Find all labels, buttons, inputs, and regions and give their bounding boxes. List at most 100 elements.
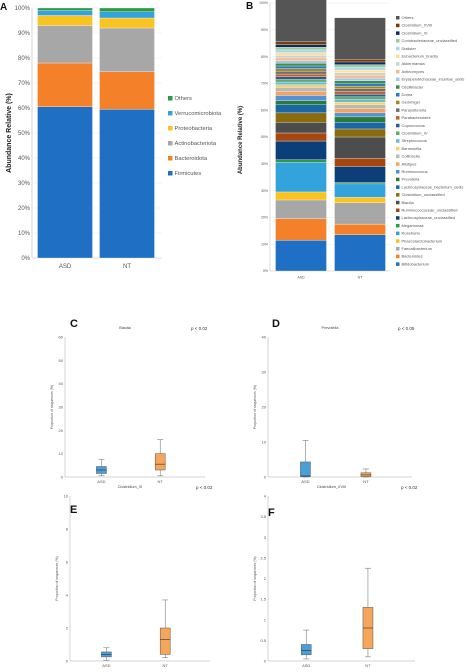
panel-b-bar-segment <box>275 81 327 85</box>
panel-b-bar-segment <box>275 47 327 51</box>
panel-a-y-tick-label: 10% <box>18 231 31 237</box>
panel-f-y-tick-label: 2.5 <box>260 555 266 560</box>
panel-b-bar-segment <box>334 197 386 203</box>
panel-b-legend-swatch <box>396 216 400 220</box>
panel-b-legend-label: Collinsella <box>402 154 421 159</box>
panel-b-bar-segment <box>275 104 327 114</box>
panel-a-legend-swatch <box>168 126 173 131</box>
panel-c-y-tick-label: 10 <box>59 451 64 456</box>
panel-a-legend-label: Actinobacteriota <box>175 141 217 147</box>
panel-b-legend-swatch <box>396 247 400 251</box>
panel-b-legend-swatch <box>396 116 400 120</box>
panel-b-bar-segment <box>275 49 327 53</box>
panel-b-bar-segment <box>334 69 386 73</box>
panel-e-x-tick-label: NT <box>163 663 169 667</box>
panel-e-y-tick-label: 8 <box>66 527 69 532</box>
panel-b-legend-swatch <box>396 139 400 143</box>
panel-f: F Clostridium_XVIII p < 0.02 Proportion of … <box>253 485 418 668</box>
panel-e-box-nt <box>159 627 171 655</box>
panel-b-legend-swatch <box>396 223 400 228</box>
panel-b-bar-segment <box>334 158 386 167</box>
panel-b-bar-segment <box>275 140 327 160</box>
panel-a-bar-segment <box>99 7 155 12</box>
panel-b-bar-segment <box>334 72 386 76</box>
panel-c-letter: C <box>70 318 78 330</box>
panel-a-y-tick-label: 40% <box>18 156 31 162</box>
panel-f-x-tick-label: NT <box>365 663 371 667</box>
panel-b-bar-segment <box>334 99 386 103</box>
panel-b-legend-label: Clostridium_unclassified <box>402 192 445 197</box>
panel-b-y-tick-label: 100% <box>259 1 268 5</box>
panel-b-bar-segment <box>334 234 386 272</box>
panel-b-bar-segment <box>334 223 386 235</box>
panel-b-bar-segment <box>334 116 386 123</box>
panel-a-y-tick-label: 100% <box>15 6 31 12</box>
panel-b-bar-segment <box>275 159 327 163</box>
panel-a-legend-swatch <box>168 171 173 176</box>
panel-b-legend-swatch <box>396 177 400 182</box>
panel-b-legend-swatch <box>396 108 400 112</box>
panel-b-bar-segment <box>275 55 327 59</box>
panel-b-legend-label: Roseburia <box>402 231 421 236</box>
panel-b-legend-label: Coprococcus <box>402 123 425 128</box>
panel-b-bar-segment <box>275 57 327 61</box>
panel-c-x-tick-label: ASD <box>97 479 105 484</box>
panel-d-p-value: p < 0.05 <box>398 326 415 331</box>
panel-b-bar-segment <box>334 64 386 68</box>
panel-f-x-tick-label: ASD <box>302 663 310 667</box>
panel-b-bar-segment <box>334 102 386 105</box>
panel-a-legend-swatch <box>168 156 173 161</box>
panel-c-x-tick-label: NT <box>158 479 164 484</box>
panel-c-p-value: p < 0.02 <box>191 326 208 331</box>
panel-b-bar-segment <box>275 63 327 67</box>
panel-b-bar-segment <box>275 218 327 241</box>
panel-b-letter: B <box>246 1 253 12</box>
panel-f-box-asd <box>300 644 312 656</box>
panel-a-bar-segment <box>37 15 93 26</box>
panel-b-bar-segment <box>334 17 386 60</box>
panel-b-legend-swatch <box>396 46 400 51</box>
panel-b-bar-segment <box>334 182 386 185</box>
panel-e-y-tick-label: 0 <box>66 659 69 664</box>
panel-b-bar-segment <box>334 96 386 100</box>
panel-a: A Abundance Relative (%) 0% 10% 20% 30% 40% 5… <box>0 2 222 270</box>
panel-b-bar-segment <box>275 68 327 72</box>
panel-b-legend-swatch <box>396 39 400 43</box>
panel-b-bar-segment <box>334 61 386 65</box>
panel-b-bar-segment <box>334 83 386 87</box>
panel-c-box-nt <box>154 453 166 471</box>
panel-b-bar-segment <box>334 104 386 110</box>
panel-b-bar-segment <box>334 85 386 89</box>
panel-d-x-tick-label: ASD <box>301 479 309 484</box>
panel-a-bar-segment <box>37 106 93 259</box>
panel-e-y-tick-label: 6 <box>66 560 69 565</box>
panel-a-y-tick-label: 0% <box>21 256 30 262</box>
panel-b-legend-swatch <box>396 16 400 20</box>
panel-b-legend-swatch <box>396 154 400 159</box>
panel-a-y-tick-label: 60% <box>18 106 31 112</box>
panel-b-legend-label: Coriobacteriaceae_unclassified <box>402 38 458 43</box>
panel-b-legend-label: Others <box>402 15 414 20</box>
panel-b-bar-segment <box>334 128 386 138</box>
panel-c-y-tick-label: 20 <box>59 428 64 433</box>
panel-a-letter: A <box>0 2 7 13</box>
panel-e: E Clostridium_XI p < 0.02 Proportion of seq… <box>55 485 213 668</box>
panel-c-y-tick-label: 30 <box>59 405 64 410</box>
panel-a-bar-segment <box>99 11 155 19</box>
panel-b-y-tick-label: 10% <box>261 242 268 246</box>
panel-c-y-tick-label: 50 <box>59 358 64 363</box>
panel-b-bar-segment <box>275 87 327 92</box>
panel-a-y-tick-label: 20% <box>18 206 31 212</box>
panel-a-legend-label: Others <box>175 96 192 102</box>
panel-f-y-tick-label: 1.5 <box>260 597 266 602</box>
panel-b-legend-label: Megamonas <box>402 223 424 228</box>
panel-a-bar-segment <box>37 10 93 16</box>
panel-b-legend-label: Dialister <box>402 46 417 51</box>
panel-b-legend-swatch <box>396 131 400 135</box>
panel-b-bar-segment <box>334 75 386 79</box>
panel-c-y-tick-label: 40 <box>59 381 64 386</box>
panel-b-bar-segment <box>275 65 327 69</box>
panel-b-legend-label: Gemmiger <box>402 100 421 105</box>
panel-b-legend-swatch <box>396 185 400 189</box>
panel-b-legend-label: Bifidobacterium <box>402 261 430 266</box>
